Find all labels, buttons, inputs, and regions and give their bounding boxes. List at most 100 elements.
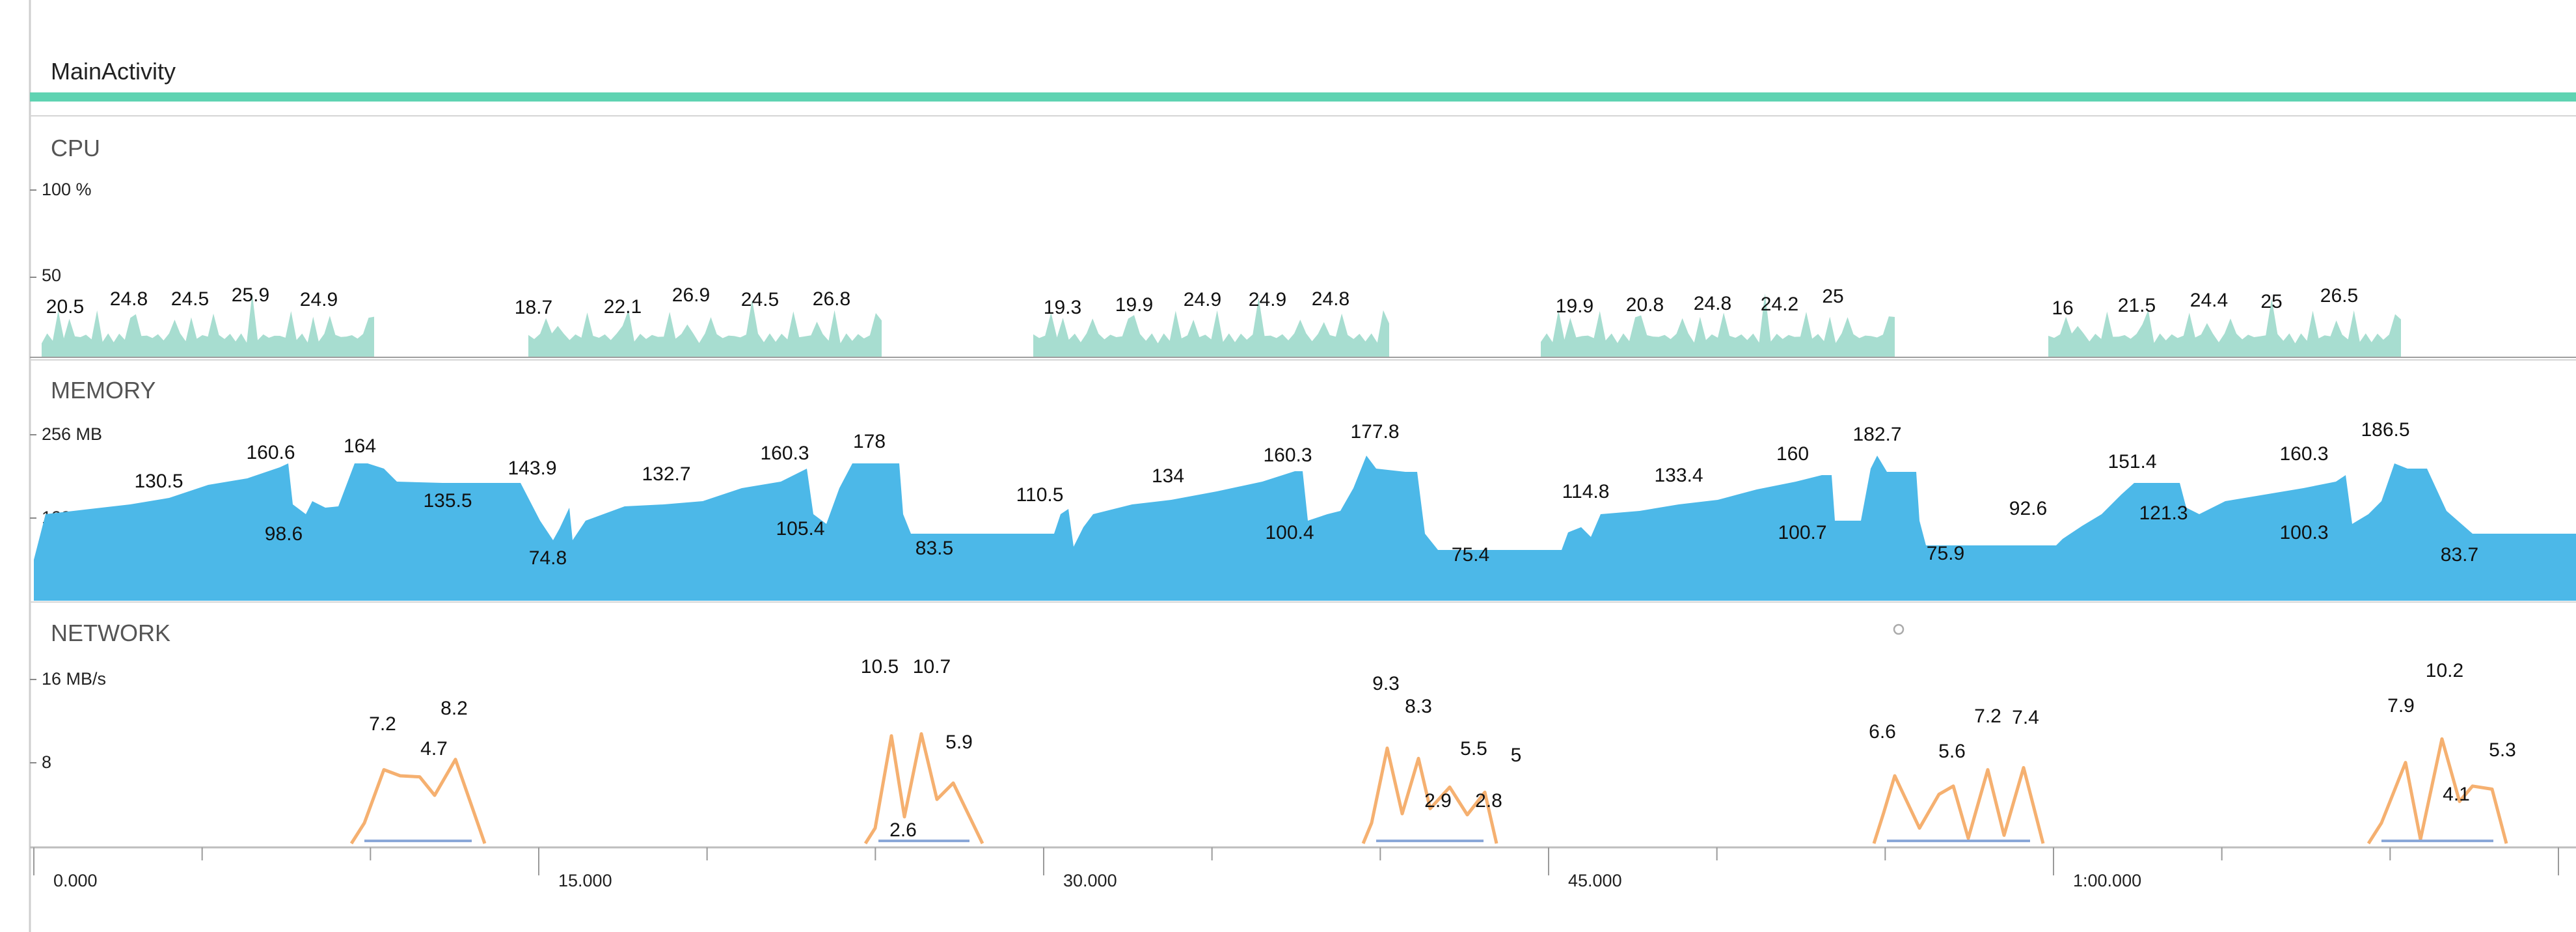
cpu-value-label: 19.3 [1044,297,1081,318]
memory-value-label: 83.7 [2441,544,2478,566]
network-value-label: 8.2 [441,698,468,719]
memory-area [34,456,2576,601]
memory-value-labels: 160.6 164 130.5 98.6 135.5 143.9 74.8 132.7 160.… [134,419,2478,569]
cpu-area-segment [2048,298,2401,357]
network-value-label: 10.2 [2426,660,2463,681]
cpu-axis-mid: 50 [42,266,61,285]
network-section-title: NETWORK [51,620,170,646]
cpu-value-labels: 20.5 24.8 24.5 25.9 24.9 18.7 22.1 26.9 24.5 26.8… [46,284,2358,319]
memory-value-label: 92.6 [2009,498,2047,519]
memory-value-label: 100.4 [1265,522,1314,543]
cpu-axis-max: 100 % [42,180,92,199]
network-value-label: 2.6 [889,819,917,841]
network-axis-mid: 8 [42,752,51,772]
memory-value-label: 98.6 [265,523,303,545]
memory-value-label: 132.7 [642,463,690,485]
cpu-area-segment [42,294,374,357]
network-series-line [349,758,487,845]
memory-value-label: 160.6 [246,442,295,463]
memory-value-label: 151.4 [2108,451,2156,473]
memory-value-label: 130.5 [134,471,183,492]
network-value-label: 5.9 [945,732,973,753]
memory-value-label: 110.5 [1016,484,1064,506]
cpu-area-segment [1033,297,1389,357]
memory-value-label: 164 [344,435,376,457]
memory-value-label: 177.8 [1350,421,1399,443]
cpu-value-label: 22.1 [604,296,642,318]
network-axis-max: 16 MB/s [42,669,106,689]
cpu-value-label: 18.7 [515,297,552,318]
network-value-label: 6.6 [1869,721,1896,743]
cpu-value-label: 25 [2260,291,2282,312]
cpu-value-label: 19.9 [1556,295,1593,317]
cpu-value-label: 24.9 [1249,289,1286,310]
network-value-label: 2.9 [1424,790,1452,812]
memory-value-label: 75.9 [1927,543,1964,564]
network-series-line [2366,737,2508,845]
memory-value-label: 105.4 [776,518,824,540]
cpu-area-segment [528,299,882,357]
cpu-value-label: 26.5 [2320,285,2358,307]
network-value-label: 4.7 [420,738,448,760]
network-value-labels: 7.2 8.2 4.7 10.5 10.7 5.9 2.6 9.38.3 5.5 5 2.9 2.8 6… [369,656,2516,841]
cpu-value-label: 24.9 [1184,289,1221,310]
cpu-value-label: 24.2 [1761,294,1798,315]
network-value-label: 5.3 [2489,739,2516,761]
network-value-label: 9.3 [1372,673,1400,694]
memory-value-label: 74.8 [529,547,567,569]
network-value-label: 2.8 [1475,790,1502,812]
network-value-label: 4.1 [2443,784,2470,805]
network-line-chart [349,732,2508,845]
cpu-value-label: 16 [2052,297,2073,319]
network-series-line [1872,766,2045,844]
cpu-value-label: 24.8 [1312,288,1349,310]
cpu-value-label: 21.5 [2118,295,2156,316]
activity-title: MainActivity [51,58,176,85]
record-indicator-icon[interactable] [1893,624,1905,635]
cpu-value-label: 24.5 [741,289,779,310]
memory-value-label: 160.3 [2279,443,2328,465]
memory-value-label: 135.5 [423,490,472,512]
cpu-area-segment [1541,293,1895,357]
timeline-tick-label: 45.000 [1568,871,1622,890]
network-series-line [1361,747,1498,844]
memory-value-label: 75.4 [1452,544,1489,566]
memory-value-label: 134 [1152,465,1184,487]
cpu-area-chart [30,293,2576,358]
timeline-ruler[interactable]: 0.000 15.000 30.000 45.000 1:00.000 [33,847,2559,890]
memory-area-chart [34,456,2576,601]
timeline-tick-label: 30.000 [1063,871,1117,890]
cpu-value-label: 20.8 [1626,294,1664,316]
network-value-label: 10.7 [913,656,951,678]
cpu-value-label: 24.8 [1694,293,1731,314]
memory-value-label: 186.5 [2361,419,2409,441]
memory-value-label: 83.5 [915,538,953,559]
timeline-tick-label: 1:00.000 [2073,871,2141,890]
network-value-label: 10.5 [861,656,899,678]
memory-value-label: 133.4 [1654,465,1703,486]
memory-axis-max: 256 MB [42,424,102,444]
cpu-value-label: 25.9 [232,284,269,306]
network-value-label: 7.9 [2387,695,2415,717]
memory-value-label: 100.7 [1778,522,1826,543]
memory-value-label: 178 [853,431,886,452]
memory-value-label: 160 [1776,443,1809,465]
network-series-line [863,732,984,845]
memory-value-label: 160.3 [1263,445,1312,466]
network-value-label: 8.3 [1405,696,1432,717]
cpu-value-label: 24.8 [110,288,148,310]
cpu-section-title: CPU [51,135,100,161]
network-value-label: 7.2 [369,713,396,735]
cpu-value-label: 19.9 [1115,294,1153,316]
network-value-label: 7.4 [2012,707,2039,728]
cpu-value-label: 24.5 [171,288,209,310]
network-value-label: 5.6 [1938,741,1966,762]
activity-bar[interactable] [30,92,2576,102]
memory-section-title: MEMORY [51,377,156,404]
cpu-value-label: 24.9 [300,289,338,310]
cpu-value-label: 25 [1822,286,1843,307]
network-value-label: 5 [1511,745,1522,766]
timeline-tick-label: 15.000 [558,871,612,890]
